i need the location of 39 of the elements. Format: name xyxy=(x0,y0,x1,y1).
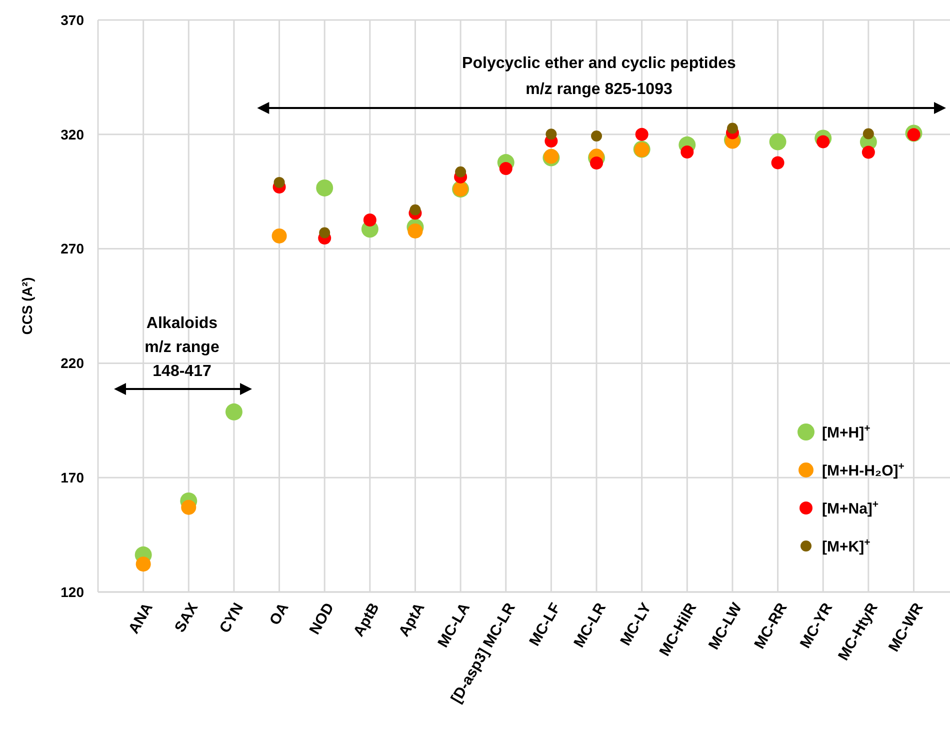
point xyxy=(181,500,196,515)
point xyxy=(862,128,874,140)
point xyxy=(455,166,466,178)
point xyxy=(591,130,602,142)
point xyxy=(316,179,334,196)
annotation: m/z range 825-1093 xyxy=(526,81,672,98)
point xyxy=(410,204,421,216)
annotation: Polycyclic ether and cyclic peptides xyxy=(462,55,736,72)
y-tick-label: 220 xyxy=(60,355,84,372)
point xyxy=(726,122,738,134)
point xyxy=(136,556,151,572)
legend-label: [M+H]$^{+}$ xyxy=(822,422,870,442)
annotation: m/z range xyxy=(144,339,220,356)
y-tick-label: 170 xyxy=(60,470,84,486)
y-axis-title: CCS (A²) xyxy=(19,277,35,335)
point xyxy=(319,227,330,238)
point xyxy=(771,156,784,170)
point xyxy=(225,403,242,420)
point xyxy=(408,223,423,238)
annotation: 148-417 xyxy=(152,363,212,380)
annotation: Alkaloids xyxy=(146,315,218,332)
point xyxy=(363,213,376,226)
point xyxy=(769,133,786,150)
point xyxy=(274,176,285,188)
y-tick-label: 270 xyxy=(60,240,84,257)
point xyxy=(272,228,287,244)
point xyxy=(590,156,604,170)
legend-label: [M+H-H₂O]$^{+}$ xyxy=(822,460,904,480)
y-tick-label: 370 xyxy=(60,12,84,28)
x-tick-label: OA xyxy=(266,600,292,628)
legend-label: [M+Na]$^{+}$ xyxy=(822,498,879,518)
point xyxy=(499,162,512,175)
point xyxy=(635,128,648,141)
legend-label: [M+K]$^{+}$ xyxy=(822,536,870,556)
point xyxy=(680,146,694,159)
point xyxy=(862,146,875,159)
y-tick-label: 120 xyxy=(60,584,84,600)
y-tick-label: 320 xyxy=(60,126,84,142)
point xyxy=(546,128,557,140)
